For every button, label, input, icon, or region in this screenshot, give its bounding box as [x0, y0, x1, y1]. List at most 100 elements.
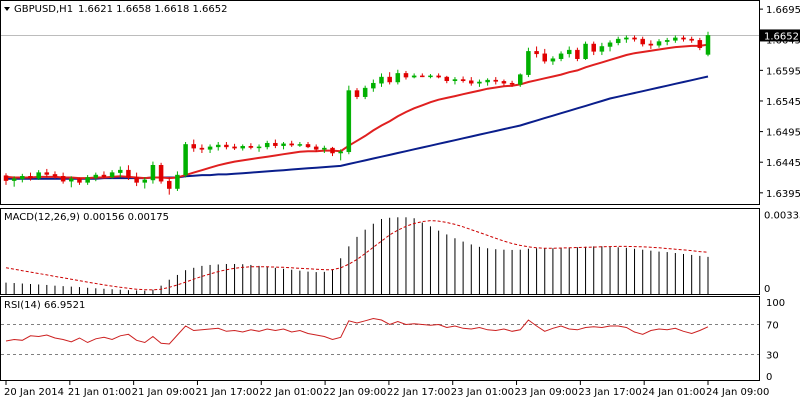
candle-body — [493, 79, 499, 82]
candle — [411, 73, 417, 79]
candle-body — [207, 146, 213, 150]
candle — [118, 166, 123, 178]
candle — [542, 48, 547, 64]
candle-body — [673, 37, 678, 41]
candle — [632, 35, 637, 42]
time-axis-label: 24 Jan 09:00 — [706, 387, 769, 398]
candle-body — [69, 178, 74, 182]
candle — [354, 88, 360, 100]
candle-body — [256, 146, 262, 149]
price-axis-label: 1.6695 — [766, 5, 800, 16]
candle-body — [354, 90, 360, 97]
candle-body — [583, 43, 588, 59]
time-axis-label: 24 Jan 01:00 — [642, 387, 705, 398]
macd-panel-frame — [0, 208, 760, 295]
candle-body — [379, 76, 384, 84]
candle — [101, 171, 107, 179]
candle-body — [224, 144, 229, 148]
candle — [264, 140, 270, 150]
candle-body — [550, 58, 556, 62]
candle-body — [142, 179, 148, 183]
candle-body — [509, 82, 515, 85]
candle — [28, 172, 33, 181]
candle — [240, 144, 245, 151]
candle-body — [183, 144, 188, 176]
candle-body — [126, 169, 131, 178]
rsi-axis-label: 0 — [766, 372, 772, 383]
price-axis-label: 1.6595 — [766, 66, 800, 77]
candle — [705, 31, 711, 57]
candle-body — [640, 38, 645, 45]
macd-axis-label: 0.00333 — [764, 211, 800, 222]
candle-body — [371, 82, 376, 89]
candle — [656, 39, 662, 48]
candle — [493, 77, 499, 85]
candle-body — [542, 53, 547, 62]
candle-body — [591, 43, 596, 52]
candle-body — [444, 76, 450, 82]
price-axis-label: 1.6545 — [766, 97, 800, 108]
candle-body — [485, 79, 490, 83]
candle-body — [697, 40, 703, 48]
candle-body — [705, 35, 711, 55]
candle — [93, 172, 99, 182]
candle-body — [346, 90, 352, 153]
candle — [558, 51, 564, 62]
candle — [477, 79, 482, 87]
candle — [428, 74, 433, 79]
candle-body — [20, 176, 25, 179]
candle-body — [3, 175, 9, 181]
candle-body — [44, 172, 50, 175]
candle — [232, 143, 237, 150]
time-axis-label: 23 Jan 17:00 — [578, 387, 641, 398]
macd-panel — [5, 217, 709, 294]
price-panel — [1, 31, 759, 195]
candle — [469, 77, 474, 86]
candle — [607, 40, 613, 52]
candle-body — [599, 46, 605, 52]
rsi-axis-label: 70 — [766, 321, 779, 332]
rsi-panel — [1, 317, 759, 355]
time-axis-label: 22 Jan 09:00 — [323, 387, 386, 398]
candle — [526, 47, 531, 78]
candle — [60, 172, 66, 184]
candle-body — [158, 165, 164, 182]
rsi-title: RSI(14) 66.9521 — [4, 300, 85, 311]
candle-body — [11, 178, 17, 181]
candle — [20, 173, 25, 183]
collapse-arrow-icon[interactable] — [4, 7, 10, 11]
candle-body — [420, 75, 425, 78]
candle — [575, 47, 580, 62]
candle — [591, 41, 596, 56]
candle-body — [436, 75, 441, 78]
macd-axis-label: 0 — [764, 284, 770, 295]
candle-body — [632, 37, 637, 40]
candle-body — [460, 79, 466, 82]
candle — [199, 144, 205, 154]
candle — [501, 79, 507, 86]
candle-body — [428, 75, 433, 78]
candle-body — [118, 169, 123, 173]
moving-average-slow-line — [6, 75, 709, 180]
axes: 1.66951.66451.65951.65451.64951.64451.63… — [4, 5, 800, 398]
candle — [697, 37, 703, 51]
candle — [640, 36, 645, 47]
symbol-label: GBPUSD,H1 — [14, 4, 73, 15]
rsi-panel-frame — [0, 296, 760, 381]
candle-body — [28, 176, 33, 179]
candle — [191, 139, 196, 152]
candle-body — [656, 41, 662, 46]
candle-body — [77, 178, 82, 183]
candle-body — [297, 144, 303, 146]
last-price-label: 1.6652 — [764, 31, 799, 42]
candle-body — [109, 172, 115, 178]
price-axis-label: 1.6445 — [766, 158, 800, 169]
candle — [297, 141, 303, 147]
candle — [550, 56, 556, 65]
time-axis-label: 21 Jan 09:00 — [132, 387, 195, 398]
candle-body — [240, 146, 245, 149]
time-axis-label: 22 Jan 01:00 — [259, 387, 322, 398]
candle-body — [338, 151, 343, 154]
